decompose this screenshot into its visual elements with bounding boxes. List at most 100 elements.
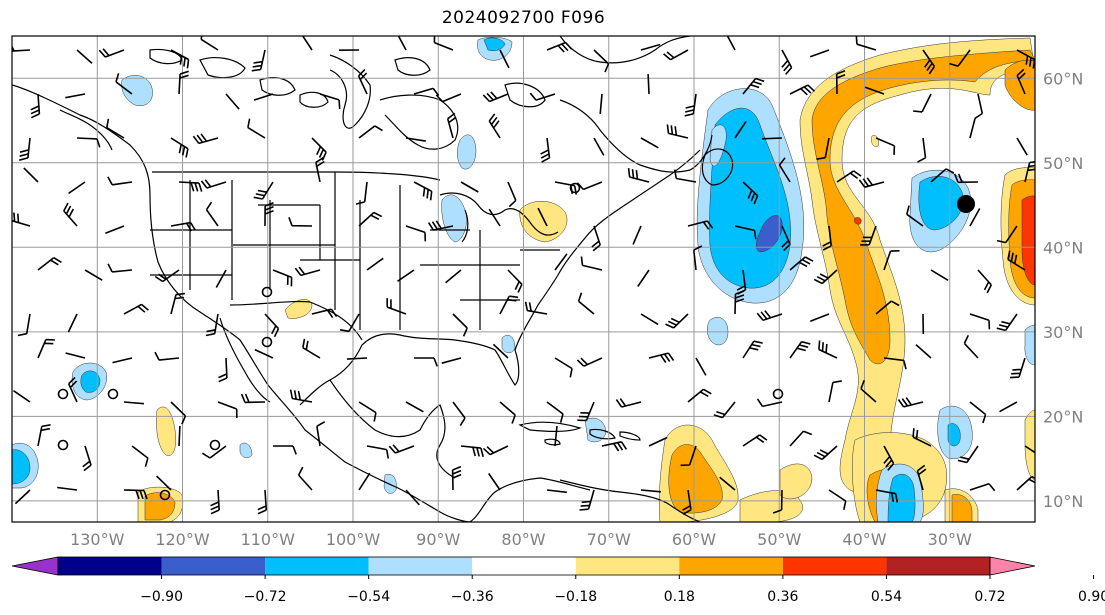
wind-barb <box>386 298 407 315</box>
wind-barb <box>999 401 1018 413</box>
wind-barb <box>822 225 832 251</box>
wind-barb <box>734 120 747 139</box>
lat-label: 20°N <box>1043 407 1083 426</box>
wind-barb <box>452 313 468 337</box>
wind-barb <box>289 389 313 403</box>
wind-barb <box>647 73 650 95</box>
wind-barb <box>875 489 899 503</box>
wind-barb <box>84 269 103 281</box>
wind-barb <box>756 310 783 321</box>
wind-barb <box>637 269 650 287</box>
wind-barb <box>996 225 1018 244</box>
wind-barb <box>405 401 424 413</box>
colorbar-segment <box>368 557 473 575</box>
wind-barb <box>57 486 78 491</box>
wind-barb <box>240 393 266 404</box>
anomaly-contour <box>1024 409 1035 481</box>
wind-barb <box>906 205 924 227</box>
wind-barb <box>253 181 274 200</box>
wind-barb <box>200 179 227 189</box>
anomaly-contour <box>709 124 727 167</box>
wind-barb <box>640 43 661 51</box>
wind-barb <box>170 292 185 315</box>
wind-barb <box>311 137 327 161</box>
colorbar-label: −0.72 <box>244 589 287 605</box>
coastline <box>559 479 701 522</box>
wind-barb <box>215 269 227 288</box>
wind-barb <box>816 137 830 160</box>
wind-barb <box>30 93 41 119</box>
wind-barb <box>178 70 189 95</box>
wind-barb <box>756 398 783 408</box>
wind-barb <box>969 313 991 330</box>
colorbar-label: 0.36 <box>767 589 798 605</box>
wind-barb <box>818 340 838 359</box>
wind-barb <box>205 313 219 337</box>
wind-barb <box>272 269 293 287</box>
wind-barb <box>577 401 595 422</box>
wind-barb <box>579 489 595 511</box>
lon-label: 110°W <box>241 530 296 549</box>
lon-label: 130°W <box>70 530 125 549</box>
calm-circle <box>569 182 581 194</box>
wind-barb <box>156 475 172 491</box>
wind-barb <box>112 357 133 364</box>
wind-barb <box>913 93 932 113</box>
anomaly-contour <box>811 49 1035 365</box>
lat-label: 50°N <box>1043 154 1083 173</box>
wind-barb <box>640 313 659 326</box>
wind-barb <box>82 445 92 472</box>
wind-barb <box>860 225 877 246</box>
wind-barb <box>170 401 187 425</box>
anomaly-contour <box>1021 195 1035 286</box>
wind-barb <box>963 334 979 359</box>
wind-barb <box>1024 161 1035 183</box>
lon-label: 100°W <box>326 530 381 549</box>
wind-barb <box>615 398 642 408</box>
anomaly-contour <box>457 134 477 170</box>
wind-barb <box>666 124 689 139</box>
wind-barb <box>734 290 745 315</box>
wind-barb <box>14 489 31 505</box>
anomaly-fields <box>12 37 1035 522</box>
wind-barb <box>115 73 133 95</box>
wind-barb <box>809 49 830 58</box>
wind-barb <box>397 269 415 282</box>
coastline <box>544 438 561 446</box>
wind-barb <box>358 401 377 422</box>
wind-barb <box>107 263 133 273</box>
anomaly-contour <box>239 442 253 459</box>
wind-barb <box>210 489 220 515</box>
wind-barb <box>781 49 793 75</box>
wind-barb <box>297 466 313 491</box>
wind-barb <box>358 125 383 139</box>
wind-barb <box>1024 445 1035 454</box>
wind-barb <box>264 202 274 227</box>
wind-barb <box>499 295 519 315</box>
wind-barb <box>864 86 885 95</box>
anomaly-contour <box>156 406 176 456</box>
coastline <box>469 477 591 522</box>
wind-barb <box>257 489 268 515</box>
wind-barb <box>413 181 433 201</box>
colorbar-label: 0.90 <box>1078 589 1105 605</box>
wind-barb <box>1009 357 1026 379</box>
wind-barb <box>446 112 457 139</box>
wind-barb <box>554 357 573 378</box>
wind-barb <box>427 220 454 231</box>
coastline <box>329 379 456 479</box>
wind-barb <box>593 49 610 73</box>
wind-barb <box>488 473 501 491</box>
markers <box>57 182 975 501</box>
wind-barb <box>17 313 31 337</box>
wind-barb <box>1016 137 1028 156</box>
wind-barb <box>883 445 895 471</box>
wind-barb <box>346 357 368 360</box>
wind-barb <box>445 269 462 284</box>
anomaly-contour <box>1004 59 1035 111</box>
wind-barb <box>13 390 31 403</box>
wind-barb <box>482 445 509 456</box>
wind-barb <box>726 36 736 51</box>
wind-barb <box>397 36 407 51</box>
wind-barb <box>170 221 196 232</box>
